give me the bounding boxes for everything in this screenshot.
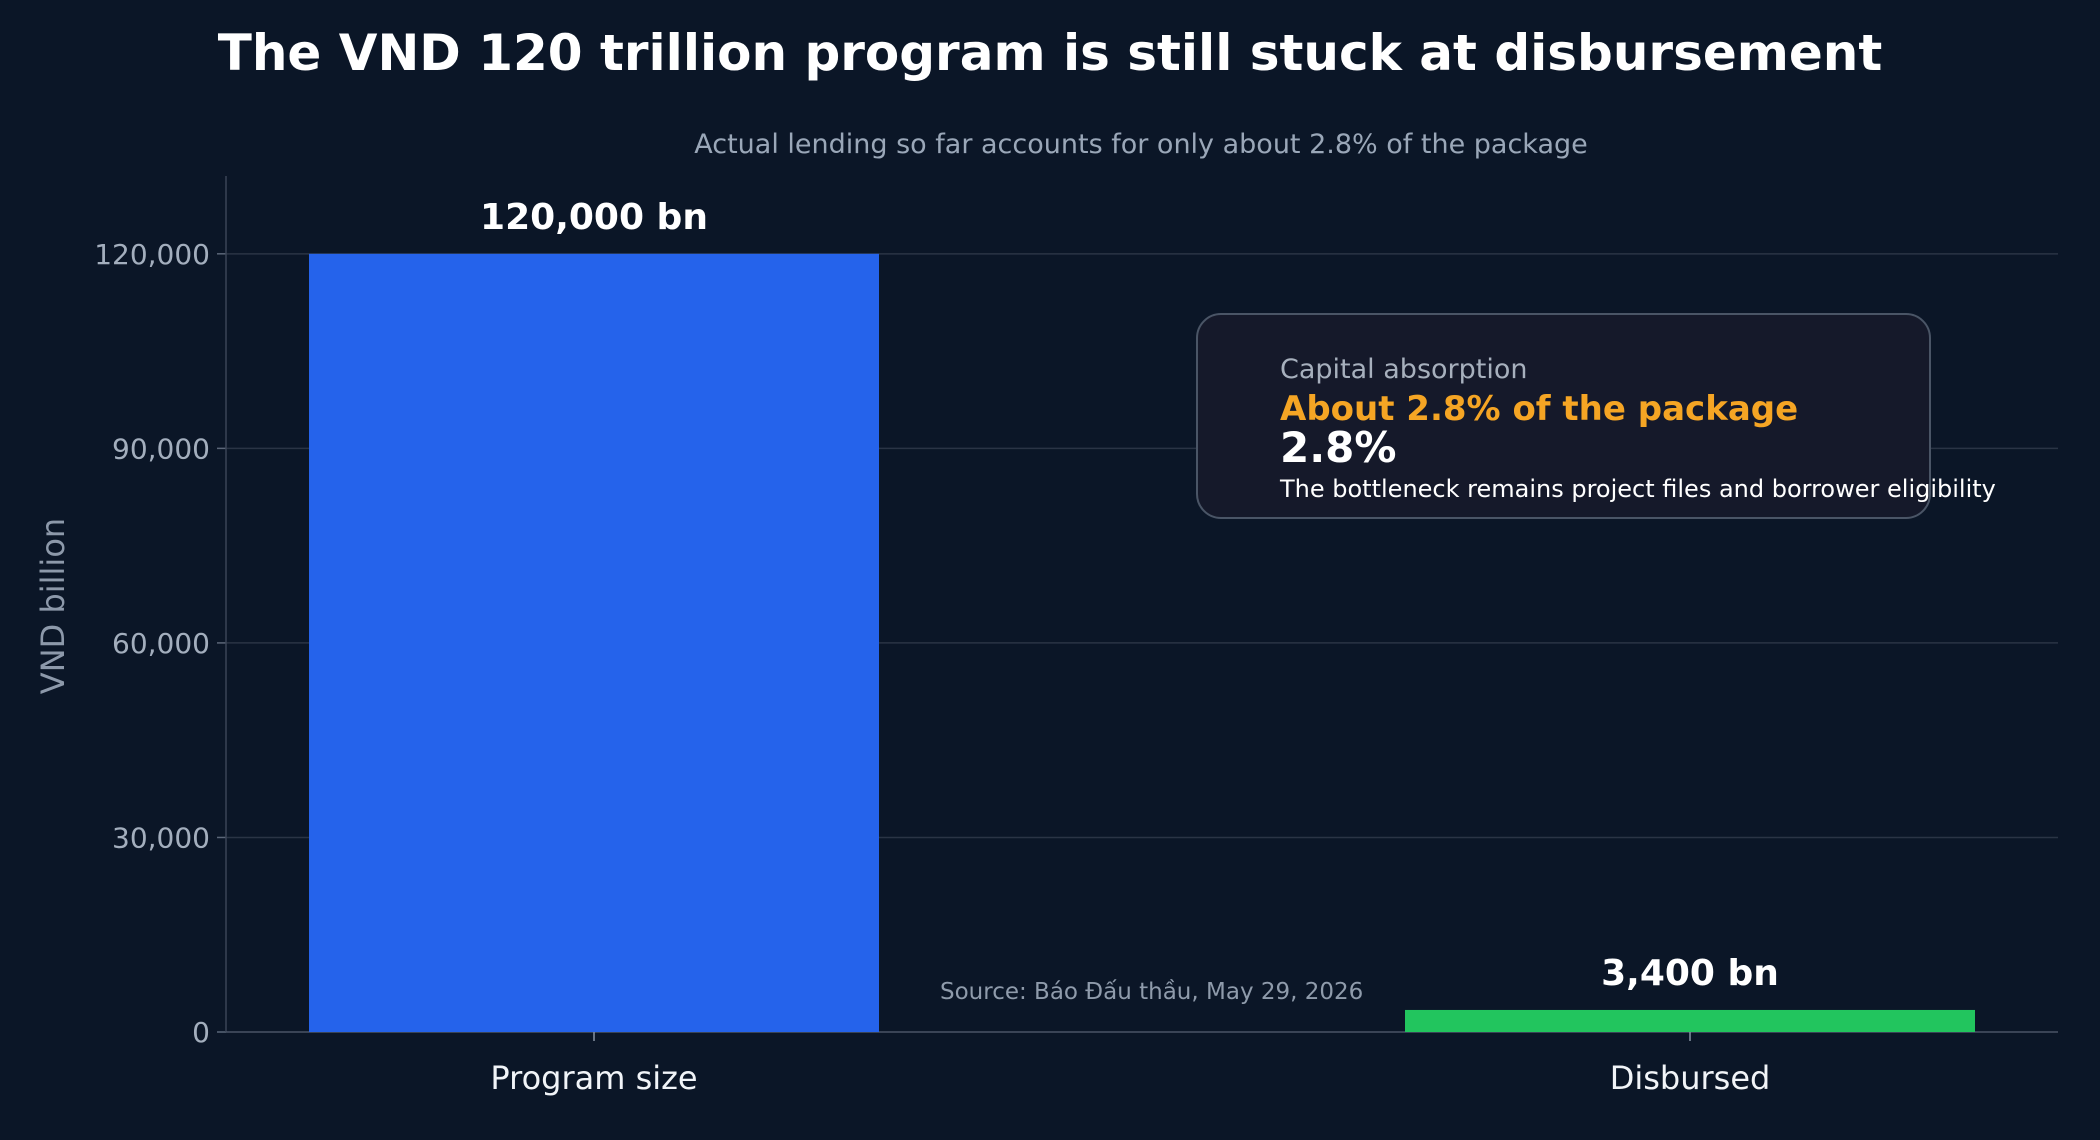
axes: 0 30,000 60,000 90,000 120,000 Program size Di… — [94, 176, 2058, 1097]
annotation-panel — [1196, 313, 1931, 519]
annotation-box: Capital absorption About 2.8% of the pac… — [1196, 313, 1996, 519]
x-tick-label: Disbursed — [1610, 1059, 1771, 1097]
annotation-value: 2.8% — [1280, 423, 1396, 472]
y-tick-label: 60,000 — [112, 627, 210, 660]
x-tick-label: Program size — [490, 1059, 697, 1097]
bar-data-label: 3,400 bn — [1601, 953, 1779, 994]
bar-disbursed — [1405, 1009, 1975, 1032]
y-tick-label: 90,000 — [112, 432, 210, 465]
chart-title: The VND 120 trillion program is still st… — [218, 24, 1883, 82]
chart-subtitle: Actual lending so far accounts for only … — [694, 129, 1588, 160]
y-tick-label: 30,000 — [112, 821, 210, 854]
bar-program-size — [309, 253, 879, 1032]
source-note: Source: Báo Đấu thầu, May 29, 2026 — [940, 979, 1363, 1005]
y-tick-label: 0 — [192, 1016, 210, 1049]
annotation-headline: About 2.8% of the package — [1280, 389, 1798, 429]
bars: 120,000 bn 3,400 bn — [309, 197, 1975, 1032]
annotation-note: The bottleneck remains project files and… — [1279, 475, 1996, 503]
y-axis-label: VND billion — [34, 518, 72, 694]
y-tick-label: 120,000 — [94, 238, 210, 271]
annotation-label: Capital absorption — [1280, 354, 1527, 385]
bar-data-label: 120,000 bn — [480, 197, 708, 238]
